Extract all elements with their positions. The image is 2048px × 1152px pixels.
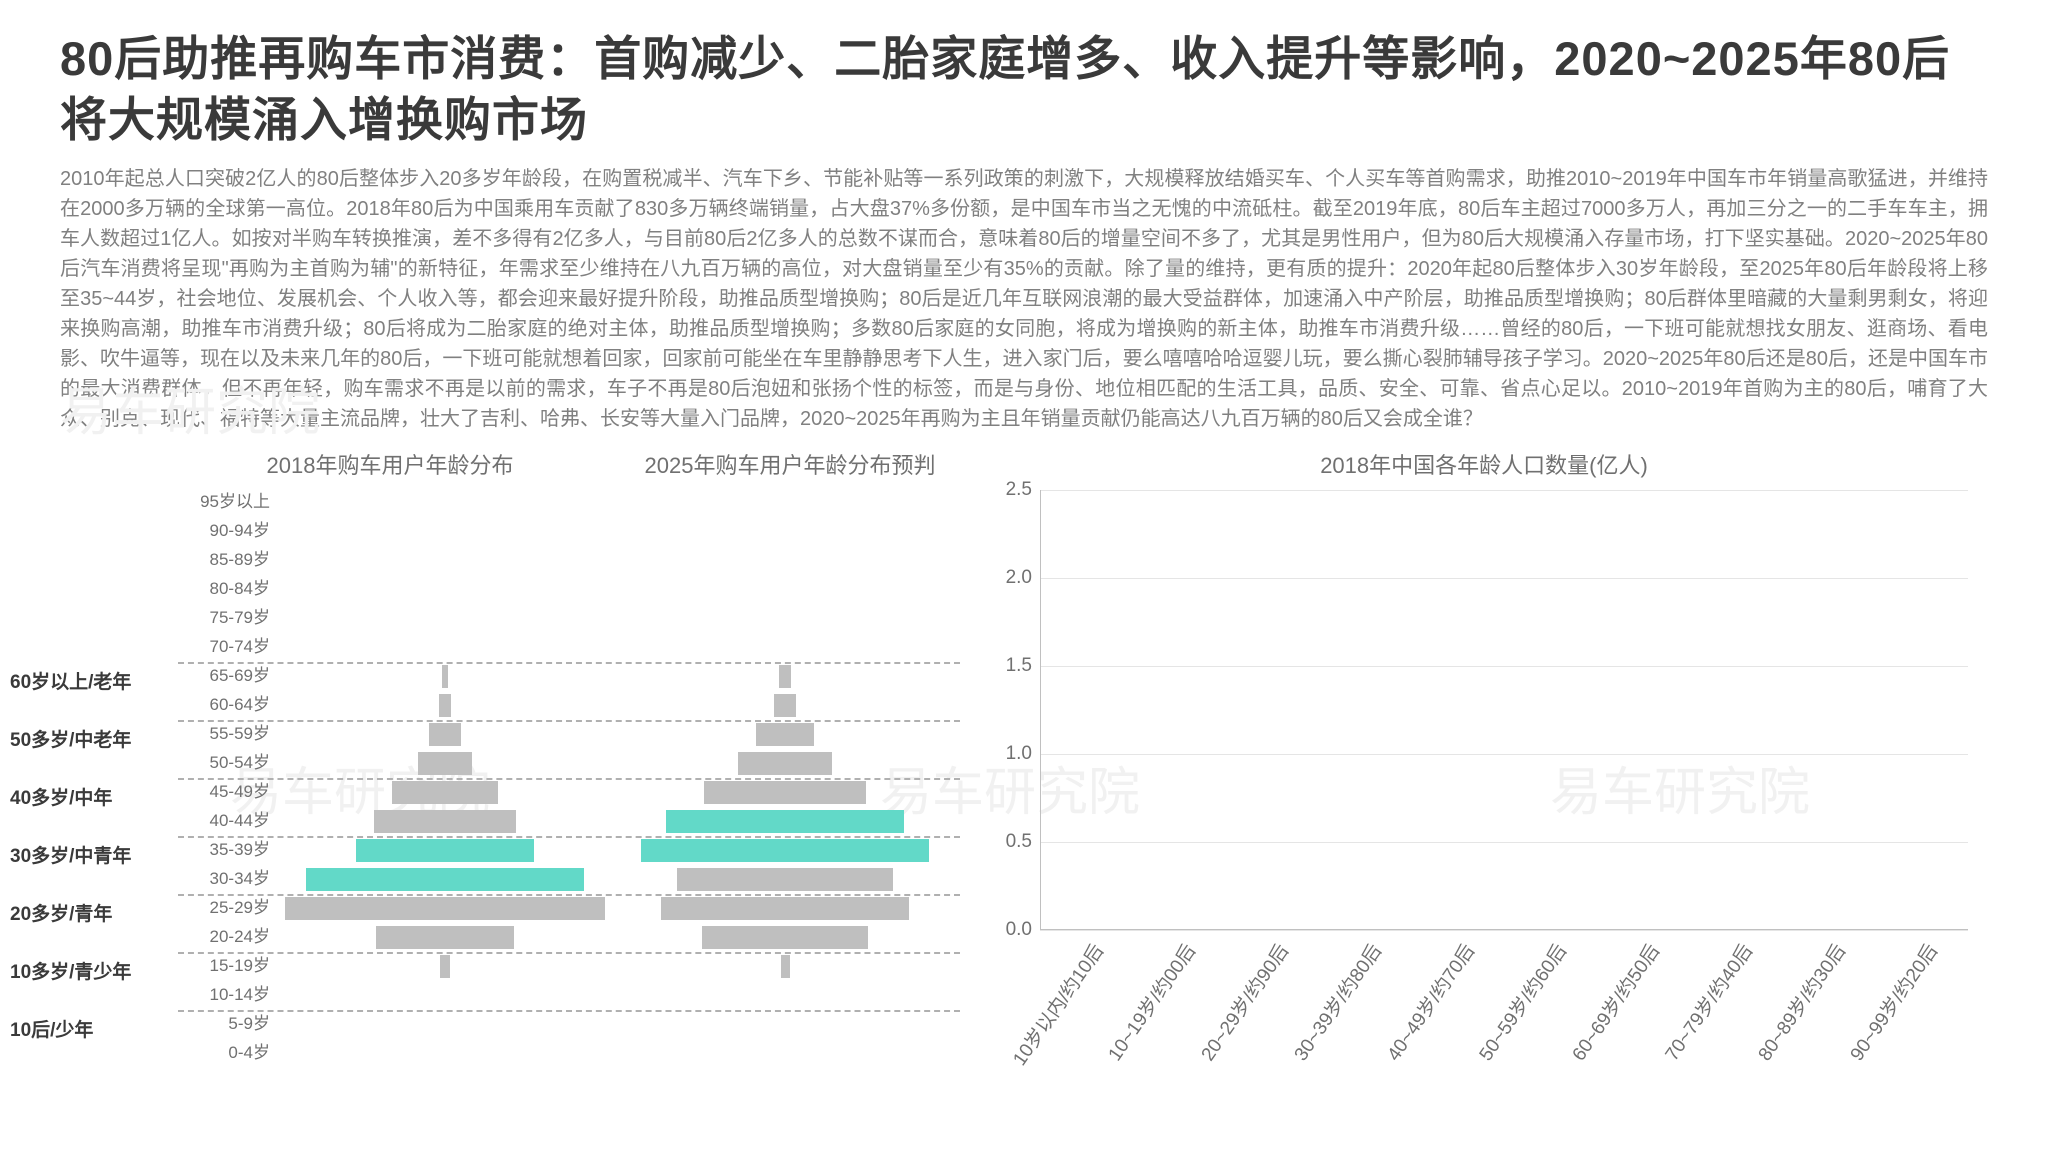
divider-line (178, 836, 960, 838)
group-label: 60岁以上/老年 (10, 667, 131, 694)
age-label: 60-64岁 (180, 696, 270, 713)
pyramid-bar (442, 665, 449, 688)
divider-line (178, 952, 960, 954)
age-label: 10-14岁 (180, 986, 270, 1003)
pyramid-title-2018: 2018年购车用户年龄分布 (230, 448, 550, 480)
pyramid-bar (738, 752, 833, 775)
bar-ytick: 0.5 (1006, 831, 1032, 853)
age-label: 45-49岁 (180, 783, 270, 800)
pyramid-bar (666, 810, 905, 833)
bar-ytick: 1.5 (1006, 655, 1032, 677)
age-label: 50-54岁 (180, 754, 270, 771)
bar-chart: 0.00.51.01.52.02.5 10岁以内/约10后10~19岁/约00后… (1040, 490, 1968, 930)
pyramids-panel: 2018年购车用户年龄分布 2025年购车用户年龄分布预判 60岁以上/老年50… (60, 448, 960, 1098)
age-label: 55-59岁 (180, 725, 270, 742)
pyramid-bar (774, 694, 797, 717)
age-label: 95岁以上 (180, 493, 270, 510)
age-label: 80-84岁 (180, 580, 270, 597)
pyramid-bar (779, 665, 790, 688)
pyramid-bar (439, 694, 450, 717)
pyramid-bar (704, 781, 866, 804)
pyramid-bar (756, 723, 815, 746)
bar-ytick: 1.0 (1006, 743, 1032, 765)
body-text: 2010年起总人口突破2亿人的80后整体步入20多岁年龄段，在购置税减半、汽车下… (60, 164, 1988, 434)
bar-chart-title: 2018年中国各年龄人口数量(亿人) (980, 448, 1988, 480)
pyramid-bar (440, 955, 449, 978)
group-labels: 60岁以上/老年 50多岁/中老年 40多岁/中年 30多岁/中青年 20多岁/青年 10… (10, 488, 170, 1068)
group-label: 30多岁/中青年 (10, 841, 131, 868)
pyramid-bar (306, 868, 585, 891)
group-label: 20多岁/青年 (10, 899, 112, 926)
group-label: 40多岁/中年 (10, 783, 112, 810)
age-label: 90-94岁 (180, 522, 270, 539)
bar-ytick: 2.5 (1006, 479, 1032, 501)
pyramid-bar (661, 897, 909, 920)
pyramid-bar (429, 723, 461, 746)
charts-row: 2018年购车用户年龄分布 2025年购车用户年龄分布预判 60岁以上/老年50… (60, 448, 1988, 1098)
age-label: 25-29岁 (180, 899, 270, 916)
pyramid-bar (418, 752, 473, 775)
pyramid-bar (285, 897, 605, 920)
group-label: 50多岁/中老年 (10, 725, 131, 752)
divider-line (178, 778, 960, 780)
age-label: 65-69岁 (180, 667, 270, 684)
pyramid-bar (677, 868, 893, 891)
pyramid-title-2025: 2025年购车用户年龄分布预判 (630, 448, 950, 480)
bar-xlabel: 10岁以内/约10后 (1005, 938, 1109, 1070)
age-label: 5-9岁 (180, 1015, 270, 1032)
group-label: 10后/少年 (10, 1015, 93, 1042)
divider-line (178, 1010, 960, 1012)
pyramid-bar (356, 839, 534, 862)
group-label: 10多岁/青少年 (10, 957, 131, 984)
divider-line (178, 662, 960, 664)
pyramid-bar (641, 839, 929, 862)
pyramid-bar (376, 926, 513, 949)
age-label: 70-74岁 (180, 638, 270, 655)
bar-ytick: 0.0 (1006, 919, 1032, 941)
age-label: 40-44岁 (180, 812, 270, 829)
age-label: 30-34岁 (180, 870, 270, 887)
age-label: 0-4岁 (180, 1044, 270, 1061)
age-label: 20-24岁 (180, 928, 270, 945)
pyramid-bar (374, 810, 516, 833)
pyramid-bar (392, 781, 497, 804)
age-label: 85-89岁 (180, 551, 270, 568)
age-label: 15-19岁 (180, 957, 270, 974)
divider-line (178, 894, 960, 896)
divider-line (178, 720, 960, 722)
age-label: 75-79岁 (180, 609, 270, 626)
bar-ytick: 2.0 (1006, 567, 1032, 589)
age-label: 35-39岁 (180, 841, 270, 858)
pyramid-bar (781, 955, 790, 978)
page-title: 80后助推再购车市消费：首购减少、二胎家庭增多、收入提升等影响，2020~202… (60, 28, 1988, 150)
bar-panel: 2018年中国各年龄人口数量(亿人) 0.00.51.01.52.02.5 10… (980, 448, 1988, 1098)
pyramid-bar (702, 926, 869, 949)
